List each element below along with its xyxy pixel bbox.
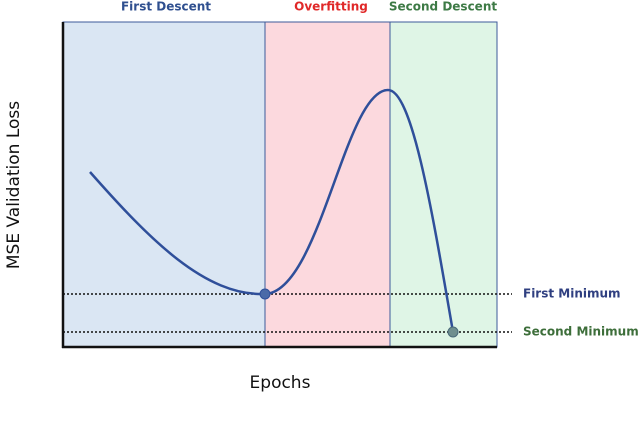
overfitting-region: [264, 21, 391, 348]
region-label: Second Descent: [389, 0, 497, 14]
region-label: Overfitting: [294, 0, 368, 14]
first-descent-region: [62, 21, 266, 348]
second-descent-region: [389, 21, 498, 348]
x-axis-label: Epochs: [250, 373, 311, 393]
region-label: First Descent: [121, 0, 211, 14]
second-minimum-point: [447, 326, 459, 338]
loss-curve: [89, 88, 455, 333]
marker-label: First Minimum: [523, 287, 621, 301]
first-minimum-point: [259, 288, 271, 300]
marker-label: Second Minimum: [523, 325, 639, 339]
y-axis-label: MSE Validation Loss: [4, 101, 24, 269]
